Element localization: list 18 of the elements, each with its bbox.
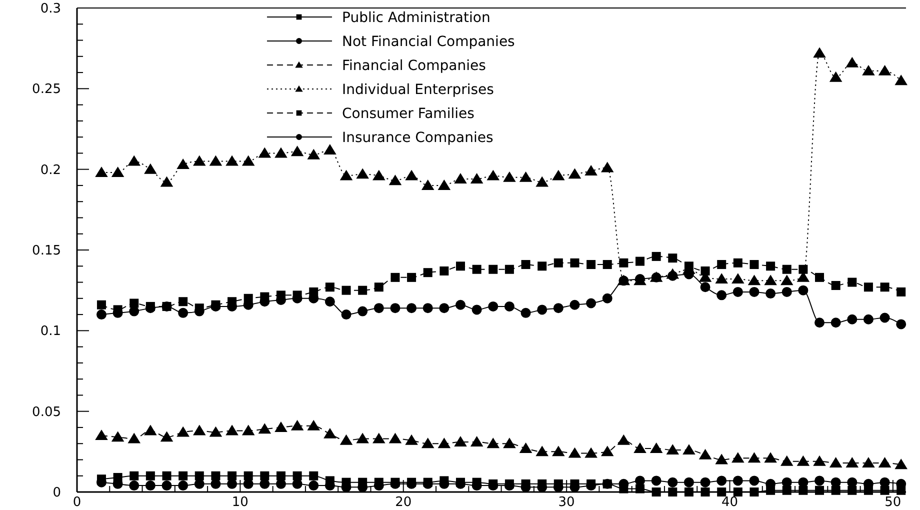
x-tick-label: 50 (884, 495, 902, 510)
y-tick-label: 0.1 (40, 324, 61, 340)
x-tick-label: 0 (72, 495, 82, 510)
legend-label: Insurance Companies (342, 130, 494, 146)
y-tick-label: 0.3 (40, 2, 61, 17)
y-tick-label: 0.2 (40, 162, 61, 178)
y-tick-label: 0.25 (32, 82, 61, 98)
y-tick-label: 0.15 (32, 244, 61, 259)
x-tick-label: 10 (232, 495, 248, 510)
legend-label: Not Financial Companies (342, 34, 515, 50)
x-tick-label: 40 (721, 495, 738, 510)
legend-label: Financial Companies (342, 58, 486, 74)
legend-label: Consumer Families (342, 106, 474, 122)
x-tick-label: 20 (395, 495, 412, 510)
y-tick-label: 0.05 (32, 404, 61, 420)
legend-label: Public Administration (342, 10, 490, 26)
x-tick-label: 30 (558, 495, 575, 510)
legend-label: Individual Enterprises (342, 82, 494, 98)
